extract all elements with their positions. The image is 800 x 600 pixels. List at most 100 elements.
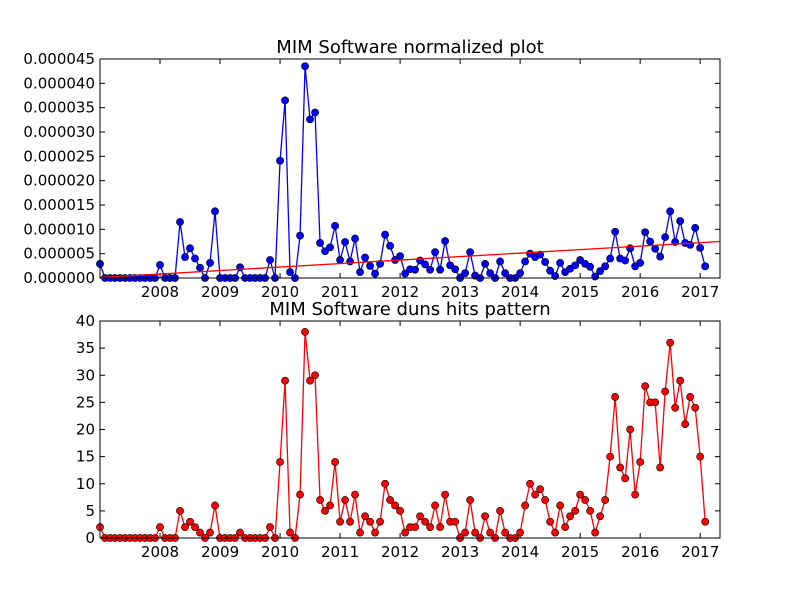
data-point [436, 523, 444, 532]
x-tick-label: 2010 [261, 543, 299, 561]
y-tick-label: 0.000045 [23, 50, 95, 68]
data-point [601, 262, 610, 271]
data-point [336, 517, 344, 526]
data-point [441, 237, 449, 245]
data-point [451, 517, 460, 526]
data-point [346, 517, 354, 526]
data-point [546, 266, 555, 275]
data-point [561, 523, 570, 532]
x-tick-label: 2012 [381, 543, 419, 561]
data-point [686, 241, 695, 249]
x-tick-label: 2013 [441, 543, 479, 561]
y-tick-label: 0.000005 [23, 245, 95, 263]
data-point [176, 506, 184, 515]
data-point [611, 227, 620, 236]
y-axis: 0 5 10 15 20 25 30 35 40 [76, 312, 720, 547]
data-point [311, 108, 319, 117]
data-point [431, 501, 439, 510]
data-point [501, 528, 510, 537]
data-point [266, 256, 274, 264]
data-point [401, 269, 409, 278]
data-point [636, 458, 645, 466]
data-point [461, 269, 470, 278]
data-point [546, 517, 555, 526]
data-point [586, 506, 595, 515]
data-point [626, 425, 635, 434]
y-tick-label: 35 [76, 339, 95, 357]
data-point [526, 479, 535, 488]
data-point [176, 218, 184, 226]
data-point [356, 528, 364, 537]
data-point [156, 260, 164, 269]
data-point [536, 250, 545, 259]
data-point [281, 96, 289, 105]
data-point [356, 268, 364, 277]
x-axis: 2008 2009 2010 2011 2012 2013 2014 2015 2016 2017 [141, 321, 719, 561]
data-point [156, 523, 164, 532]
data-point [361, 512, 369, 521]
data-point [371, 269, 379, 278]
data-point [686, 393, 695, 401]
data-point [596, 512, 605, 521]
data-point [381, 230, 389, 239]
data-point [681, 420, 690, 428]
data-point [401, 528, 409, 537]
data-point [451, 265, 460, 274]
data-point [376, 517, 384, 526]
data-point [316, 496, 324, 504]
x-tick-label: 2017 [681, 543, 719, 561]
data-point [466, 496, 475, 504]
data-point [361, 253, 369, 262]
data-point [301, 327, 309, 336]
x-tick-label: 2011 [321, 283, 359, 301]
y-tick-label: 5 [85, 502, 95, 520]
data-point [461, 528, 470, 537]
x-axis: 2008 2009 2010 2011 2012 2013 2014 2015 2016 2017 [141, 59, 719, 301]
y-tick-label: 0.000020 [23, 172, 95, 190]
data-point [366, 517, 374, 526]
chart-title: MIM Software normalized plot [276, 37, 543, 58]
data-point [641, 382, 650, 390]
data-point [351, 234, 359, 243]
data-point [591, 528, 600, 537]
normalized-plot: MIM Software normalized plot 0.0000000.0… [23, 37, 721, 301]
data-point [416, 512, 424, 521]
data-point [411, 265, 419, 274]
data-point [551, 528, 560, 537]
data-point [566, 512, 575, 521]
data-point [341, 496, 349, 504]
data-point [276, 156, 284, 165]
data-point [191, 254, 199, 263]
x-tick-label: 2009 [201, 543, 239, 561]
data-point [186, 517, 194, 526]
data-point [496, 257, 505, 266]
data-point [621, 474, 630, 483]
data-point [601, 496, 610, 504]
data-point [496, 506, 505, 515]
data-point [426, 523, 434, 532]
y-tick-label: 0.000035 [23, 99, 95, 117]
data-point [196, 528, 204, 537]
chart-title: MIM Software duns hits pattern [269, 299, 550, 320]
data-point [536, 485, 545, 494]
data-point [396, 506, 404, 515]
y-tick-label: 40 [76, 312, 95, 330]
data-point [286, 268, 294, 277]
x-tick-label: 2008 [141, 283, 179, 301]
x-tick-label: 2014 [501, 543, 539, 561]
data-point [281, 376, 289, 385]
data-point [576, 490, 585, 499]
data-point [311, 371, 319, 380]
data-point [646, 237, 655, 246]
y-tick-label: 0.000025 [23, 147, 95, 165]
data-point [366, 261, 374, 270]
x-tick-label: 2014 [501, 283, 539, 301]
data-point [516, 269, 525, 278]
data-point [666, 338, 675, 347]
data-point [486, 528, 495, 537]
data-point [621, 256, 630, 265]
data-point [581, 496, 590, 504]
data-point [571, 506, 580, 515]
x-tick-label: 2011 [321, 543, 359, 561]
data-point [691, 223, 700, 232]
